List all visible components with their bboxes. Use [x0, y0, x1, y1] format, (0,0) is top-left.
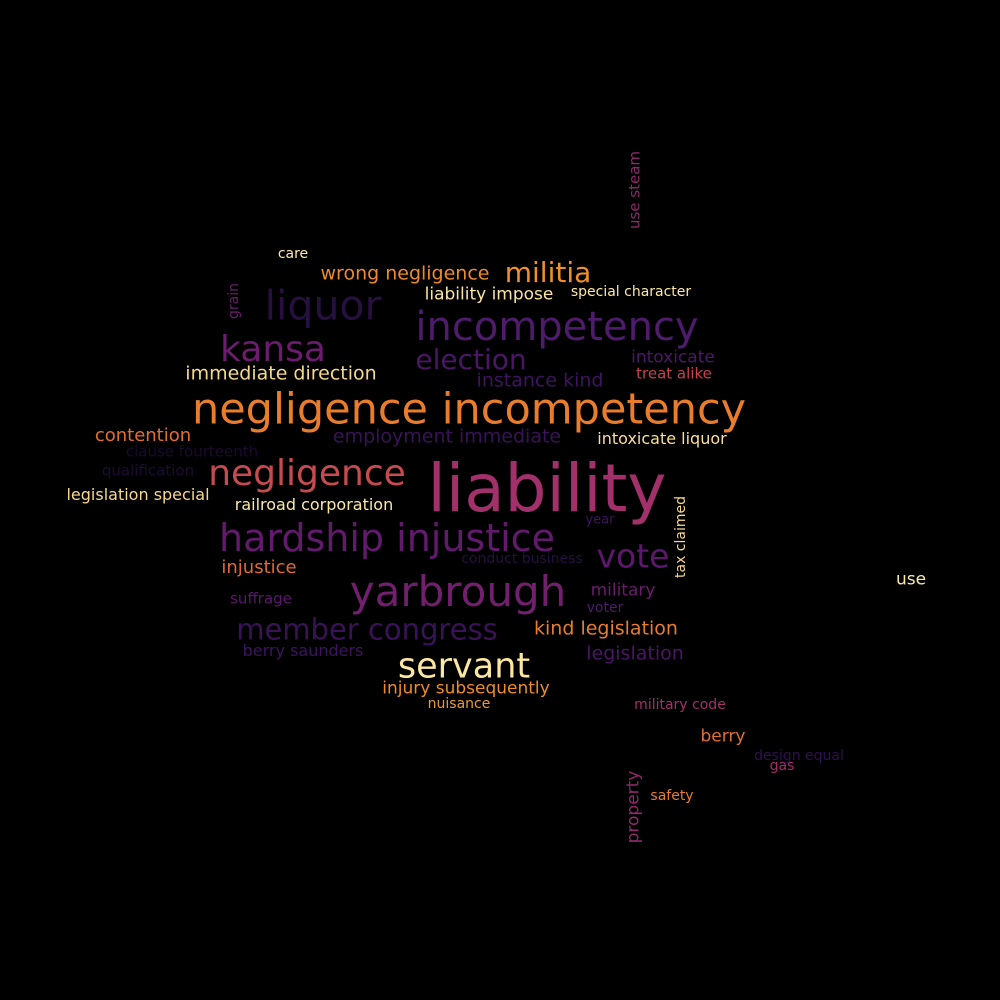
word-liquor: liquor [264, 281, 382, 330]
word-employment-immediate: employment immediate [332, 425, 562, 448]
word-use: use [895, 569, 927, 590]
word-tax-claimed: tax claimed [673, 496, 689, 578]
word-negligence: negligence [208, 453, 406, 494]
word-legislation: legislation [586, 642, 684, 665]
word-nuisance: nuisance [427, 696, 491, 712]
word-negligence-incompetency: negligence incompetency [191, 384, 747, 435]
word-vote: vote [596, 536, 670, 576]
word-qualification: qualification [101, 461, 195, 480]
word-safety: safety [650, 788, 694, 804]
word-injustice: injustice [221, 557, 297, 578]
word-military-code: military code [634, 697, 726, 713]
word-immediate-direction: immediate direction [185, 362, 377, 385]
word-year: year [585, 512, 615, 528]
word-legislation-special: legislation special [66, 485, 210, 504]
word-treat-alike: treat alike [636, 364, 712, 383]
word-conduct-business: conduct business [461, 551, 583, 567]
word-injury-subsequently: injury subsequently [382, 678, 550, 699]
word-use-steam: use steam [625, 150, 644, 230]
word-property: property [623, 770, 644, 844]
word-berry-saunders: berry saunders [242, 641, 364, 660]
word-intoxicate: intoxicate [631, 347, 715, 368]
word-special-character: special character [570, 284, 692, 300]
word-berry: berry [700, 726, 746, 747]
word-wrong-negligence: wrong negligence [320, 262, 490, 285]
word-liability-impose: liability impose [424, 284, 554, 305]
word-intoxicate-liquor: intoxicate liquor [597, 429, 727, 448]
word-liability: liability [427, 450, 667, 527]
word-servant: servant [397, 646, 531, 687]
word-kansa: kansa [220, 329, 326, 370]
word-member-congress: member congress [236, 612, 498, 647]
word-voter: voter [586, 600, 624, 616]
word-militia: militia [504, 256, 592, 289]
word-incompetency: incompetency [415, 304, 699, 350]
word-hardship-injustice: hardship injustice [219, 516, 555, 560]
word-clause-fourteenth: clause fourteenth [125, 442, 259, 461]
word-suffrage: suffrage [230, 589, 292, 608]
word-design-equal: design equal [754, 748, 844, 764]
word-contention: contention [94, 425, 192, 446]
word-grain: grain [226, 283, 242, 319]
word-care: care [277, 246, 309, 262]
word-yarbrough: yarbrough [349, 567, 567, 616]
word-railroad-corporation: railroad corporation [234, 495, 394, 514]
word-military: military [590, 580, 656, 601]
word-kind-legislation: kind legislation [534, 617, 678, 640]
word-election: election [415, 343, 527, 376]
word-gas: gas [769, 758, 795, 774]
word-instance-kind: instance kind [476, 369, 604, 392]
